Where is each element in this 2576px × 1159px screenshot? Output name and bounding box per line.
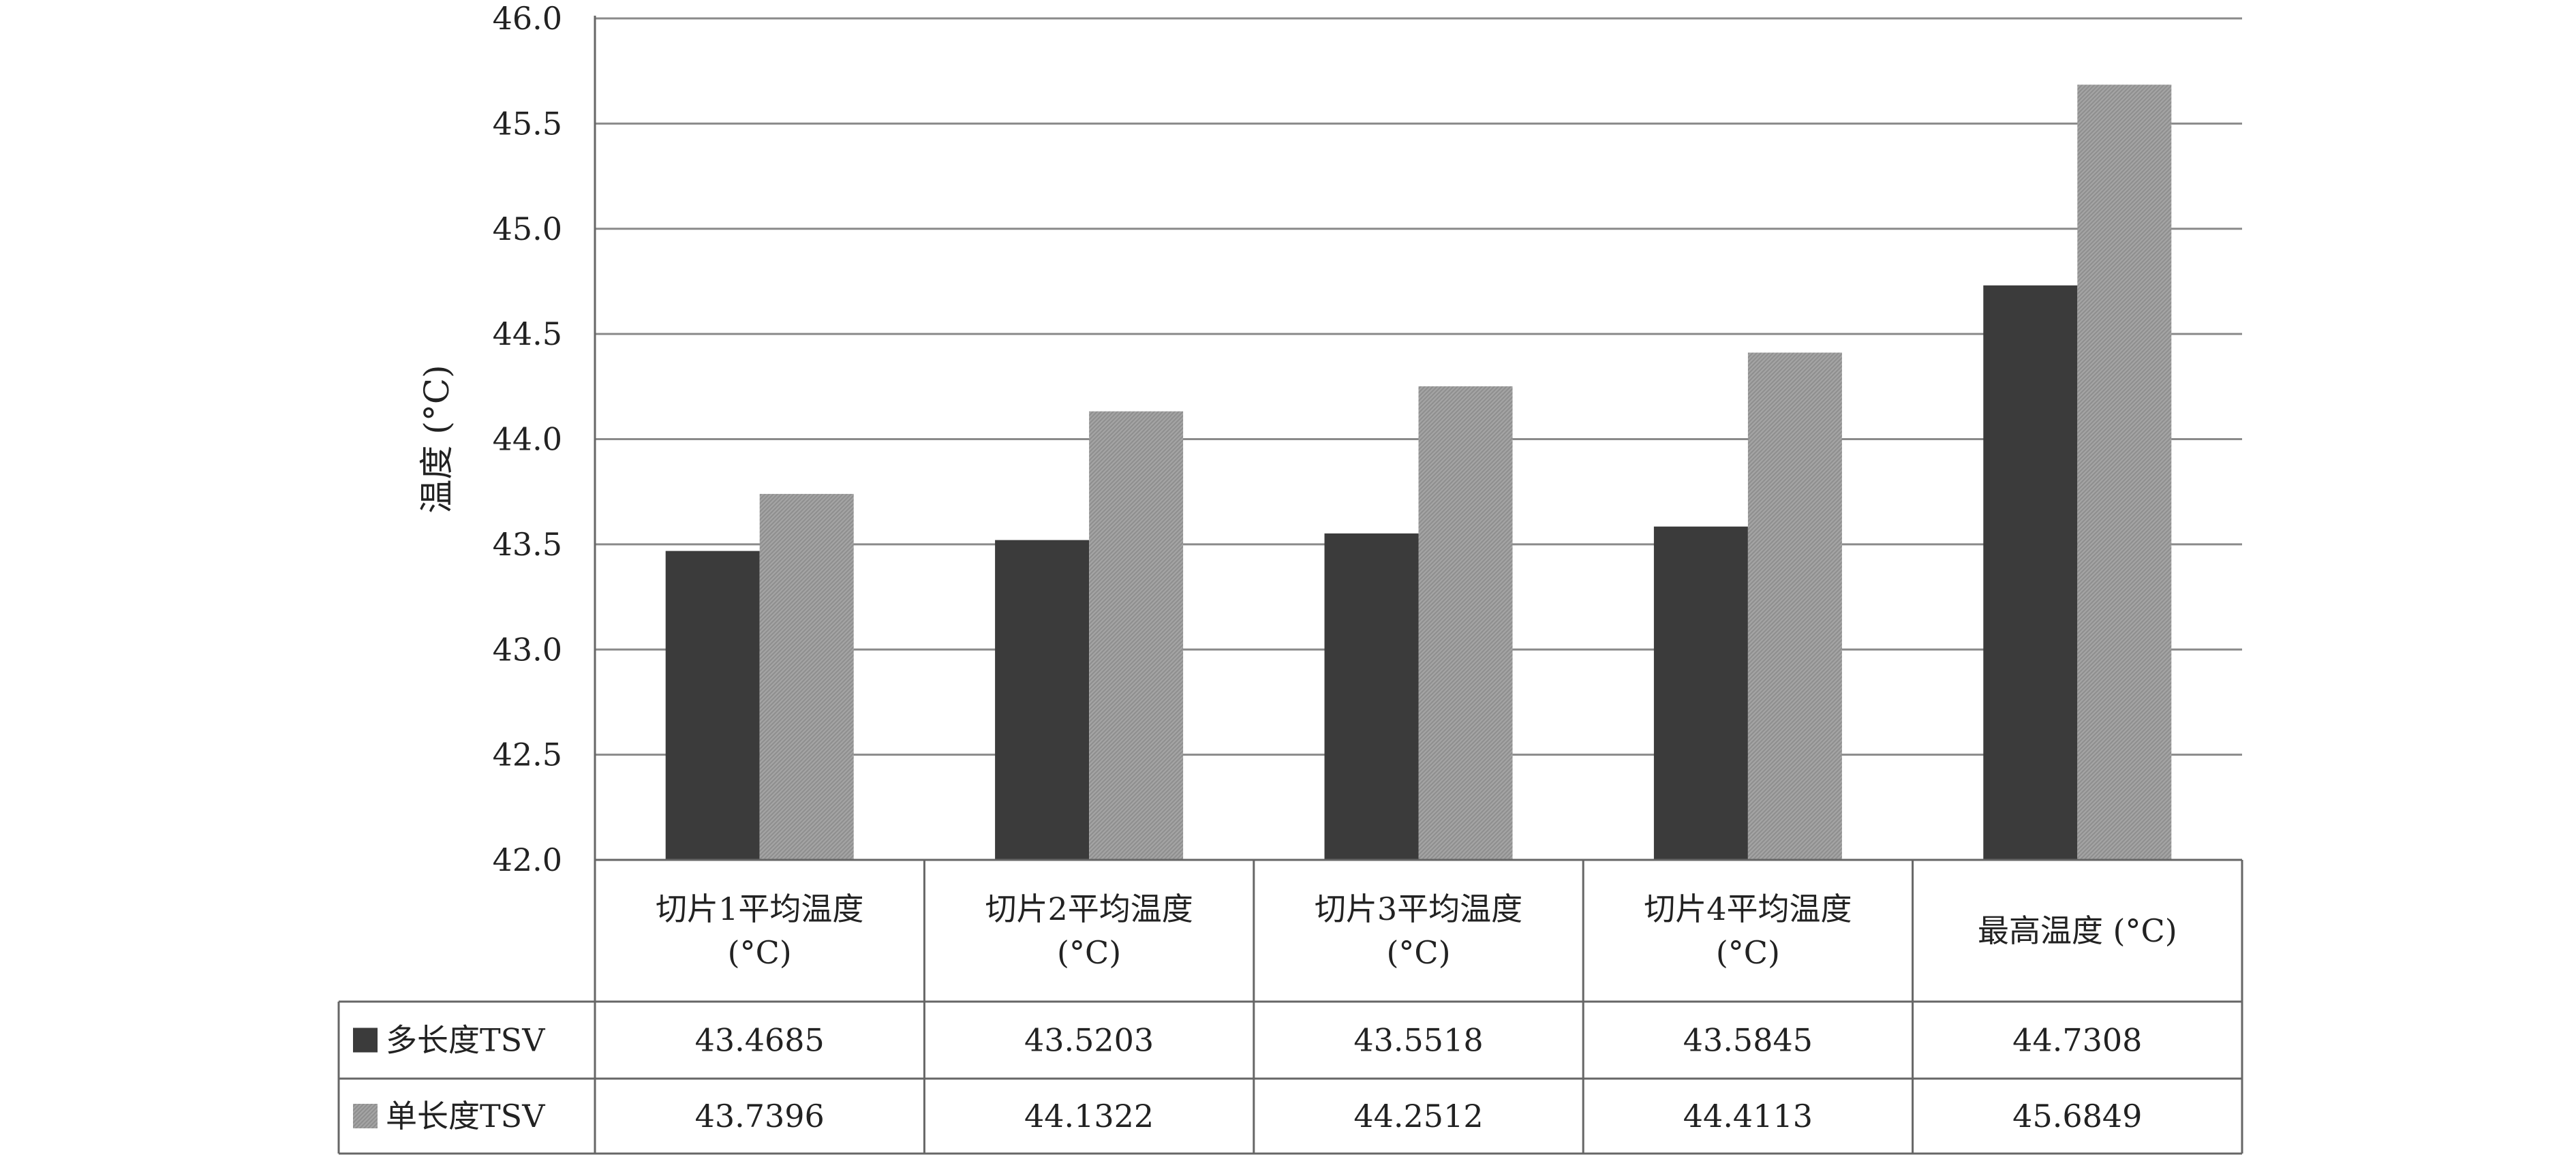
data-value: 44.2512 <box>1353 1098 1483 1134</box>
data-value: 43.4685 <box>695 1022 825 1059</box>
series-name: 单长度TSV <box>386 1098 545 1134</box>
category-label: (°C) <box>1716 934 1780 971</box>
bar-single-length-4 <box>1747 352 1842 860</box>
data-value: 43.7396 <box>695 1098 825 1134</box>
bars <box>665 84 2172 861</box>
y-axis-title: 温度 (°C) <box>417 365 457 513</box>
data-value: 44.4113 <box>1683 1098 1813 1134</box>
legend-swatch-multi-length <box>353 1027 378 1053</box>
data-table: 切片1平均温度 (°C) 切片2平均温度 (°C) 切片3平均温度 (°C) 切片4平均温度… <box>337 859 2243 1155</box>
bar-single-length-3 <box>1418 386 1513 860</box>
data-value: 45.6849 <box>2012 1098 2142 1134</box>
y-tick-label: 43.5 <box>493 526 562 563</box>
y-tick-label: 46.0 <box>493 0 562 37</box>
data-value: 44.7308 <box>2012 1022 2142 1059</box>
bar-single-length-2 <box>1089 411 1184 860</box>
category-label: 切片4平均温度 <box>1644 891 1852 927</box>
category-label: 切片3平均温度 <box>1315 891 1522 927</box>
bar-multi-length-3 <box>1324 533 1419 860</box>
bar-single-length-5 <box>2077 84 2172 861</box>
y-tick-label: 42.5 <box>493 737 562 773</box>
category-label: 切片1平均温度 <box>656 891 863 927</box>
y-tick-label: 44.0 <box>493 421 562 458</box>
bar-single-length-1 <box>759 493 854 860</box>
y-tick-label: 44.5 <box>493 315 562 352</box>
data-value: 43.5845 <box>1683 1022 1813 1059</box>
category-label: 最高温度 (°C) <box>1978 912 2177 949</box>
bar-multi-length-2 <box>995 540 1090 860</box>
y-tick-label: 42.0 <box>493 841 562 878</box>
y-tick-labels: 42.0 42.5 43.0 43.5 44.0 44.5 45.0 45.5 46.0 <box>493 0 562 878</box>
data-value: 43.5203 <box>1024 1022 1154 1059</box>
y-tick-label: 45.0 <box>493 211 562 247</box>
data-value: 44.1322 <box>1024 1098 1154 1134</box>
y-tick-label: 43.0 <box>493 631 562 668</box>
category-label: (°C) <box>1386 934 1450 971</box>
bar-multi-length-5 <box>1983 285 2078 861</box>
data-value: 43.5518 <box>1353 1022 1483 1059</box>
y-tick-label: 45.5 <box>493 105 562 142</box>
legend-swatch-single-length <box>353 1104 378 1128</box>
category-label: (°C) <box>1057 934 1121 971</box>
bar-multi-length-4 <box>1653 526 1748 860</box>
series-name: 多长度TSV <box>386 1022 545 1059</box>
category-label: 切片2平均温度 <box>985 891 1193 927</box>
category-label: (°C) <box>728 934 792 971</box>
bar-multi-length-1 <box>665 551 760 860</box>
